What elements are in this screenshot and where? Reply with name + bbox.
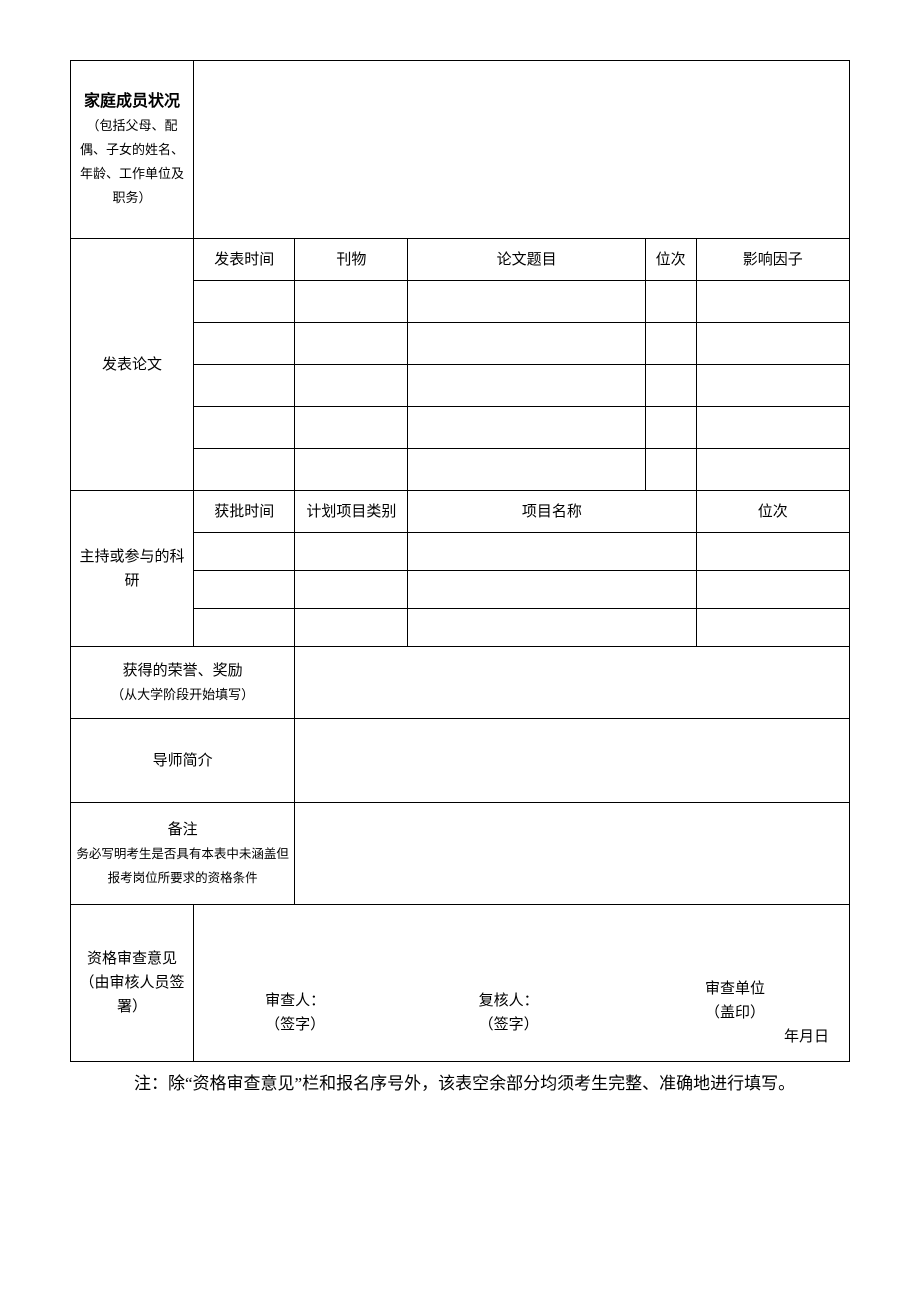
advisor-content[interactable] — [295, 719, 850, 803]
papers-r2c1[interactable] — [194, 323, 295, 365]
remark-subtitle: 务必写明考生是否具有本表中未涵盖但报考岗位所要求的资格条件 — [76, 847, 289, 885]
review-unit: 审查单位 （盖印） 年月日 — [625, 971, 845, 1055]
papers-h-time: 发表时间 — [194, 239, 295, 281]
papers-r5c5[interactable] — [696, 449, 850, 491]
papers-r3c4[interactable] — [645, 365, 696, 407]
research-r1c3[interactable] — [408, 533, 696, 571]
form-table: 家庭成员状况 （包括父母、配偶、子女的姓名、年龄、工作单位及职务） 发表论文 发… — [70, 60, 850, 1062]
review-title: 资格审查意见（由审核人员签署） — [71, 905, 194, 1062]
papers-r4c2[interactable] — [295, 407, 408, 449]
research-h-rank: 位次 — [696, 491, 850, 533]
review-verifier: 复核人： （签字） — [392, 971, 625, 1055]
honors-content[interactable] — [295, 647, 850, 719]
papers-r5c3[interactable] — [408, 449, 646, 491]
research-r3c2[interactable] — [295, 609, 408, 647]
honors-title: 获得的荣誉、奖励 — [123, 663, 243, 679]
research-r2c2[interactable] — [295, 571, 408, 609]
research-r2c3[interactable] — [408, 571, 696, 609]
research-r3c4[interactable] — [696, 609, 850, 647]
remark-title: 备注 — [168, 822, 198, 838]
research-r3c3[interactable] — [408, 609, 696, 647]
family-subtitle: （包括父母、配偶、子女的姓名、年龄、工作单位及职务） — [80, 118, 184, 205]
research-r2c4[interactable] — [696, 571, 850, 609]
family-content[interactable] — [194, 61, 850, 239]
papers-r1c4[interactable] — [645, 281, 696, 323]
research-h-cat: 计划项目类别 — [295, 491, 408, 533]
papers-r4c4[interactable] — [645, 407, 696, 449]
papers-r5c4[interactable] — [645, 449, 696, 491]
papers-r1c2[interactable] — [295, 281, 408, 323]
research-title: 主持或参与的科研 — [71, 491, 194, 647]
papers-r1c1[interactable] — [194, 281, 295, 323]
papers-h-topic: 论文题目 — [408, 239, 646, 281]
research-h-time: 获批时间 — [194, 491, 295, 533]
papers-r5c1[interactable] — [194, 449, 295, 491]
research-r1c4[interactable] — [696, 533, 850, 571]
review-auditor: 审查人： （签字） — [198, 971, 392, 1055]
review-signatures: 审查人： （签字） 复核人： （签字） 审查单位 （盖印） 年月日 — [194, 965, 850, 1062]
research-r3c1[interactable] — [194, 609, 295, 647]
papers-h-factor: 影响因子 — [696, 239, 850, 281]
papers-h-rank: 位次 — [645, 239, 696, 281]
family-title: 家庭成员状况 — [84, 93, 180, 110]
research-r1c1[interactable] — [194, 533, 295, 571]
research-r2c1[interactable] — [194, 571, 295, 609]
papers-r1c5[interactable] — [696, 281, 850, 323]
papers-r4c1[interactable] — [194, 407, 295, 449]
papers-r2c2[interactable] — [295, 323, 408, 365]
papers-r3c2[interactable] — [295, 365, 408, 407]
research-r1c2[interactable] — [295, 533, 408, 571]
remark-header-cell: 备注 务必写明考生是否具有本表中未涵盖但报考岗位所要求的资格条件 — [71, 803, 295, 905]
papers-h-journal: 刊物 — [295, 239, 408, 281]
review-top-space[interactable] — [194, 905, 850, 965]
papers-r5c2[interactable] — [295, 449, 408, 491]
footnote: 注：除“资格审查意见”栏和报名序号外，该表空余部分均须考生完整、准确地进行填写。 — [100, 1070, 820, 1099]
honors-subtitle: （从大学阶段开始填写） — [111, 687, 254, 702]
papers-r2c5[interactable] — [696, 323, 850, 365]
papers-r2c4[interactable] — [645, 323, 696, 365]
honors-header-cell: 获得的荣誉、奖励 （从大学阶段开始填写） — [71, 647, 295, 719]
remark-content[interactable] — [295, 803, 850, 905]
papers-r2c3[interactable] — [408, 323, 646, 365]
papers-title: 发表论文 — [71, 239, 194, 491]
papers-r1c3[interactable] — [408, 281, 646, 323]
papers-r4c3[interactable] — [408, 407, 646, 449]
papers-r4c5[interactable] — [696, 407, 850, 449]
advisor-title: 导师简介 — [71, 719, 295, 803]
papers-r3c1[interactable] — [194, 365, 295, 407]
papers-r3c5[interactable] — [696, 365, 850, 407]
papers-r3c3[interactable] — [408, 365, 646, 407]
family-header-cell: 家庭成员状况 （包括父母、配偶、子女的姓名、年龄、工作单位及职务） — [71, 61, 194, 239]
research-h-name: 项目名称 — [408, 491, 696, 533]
